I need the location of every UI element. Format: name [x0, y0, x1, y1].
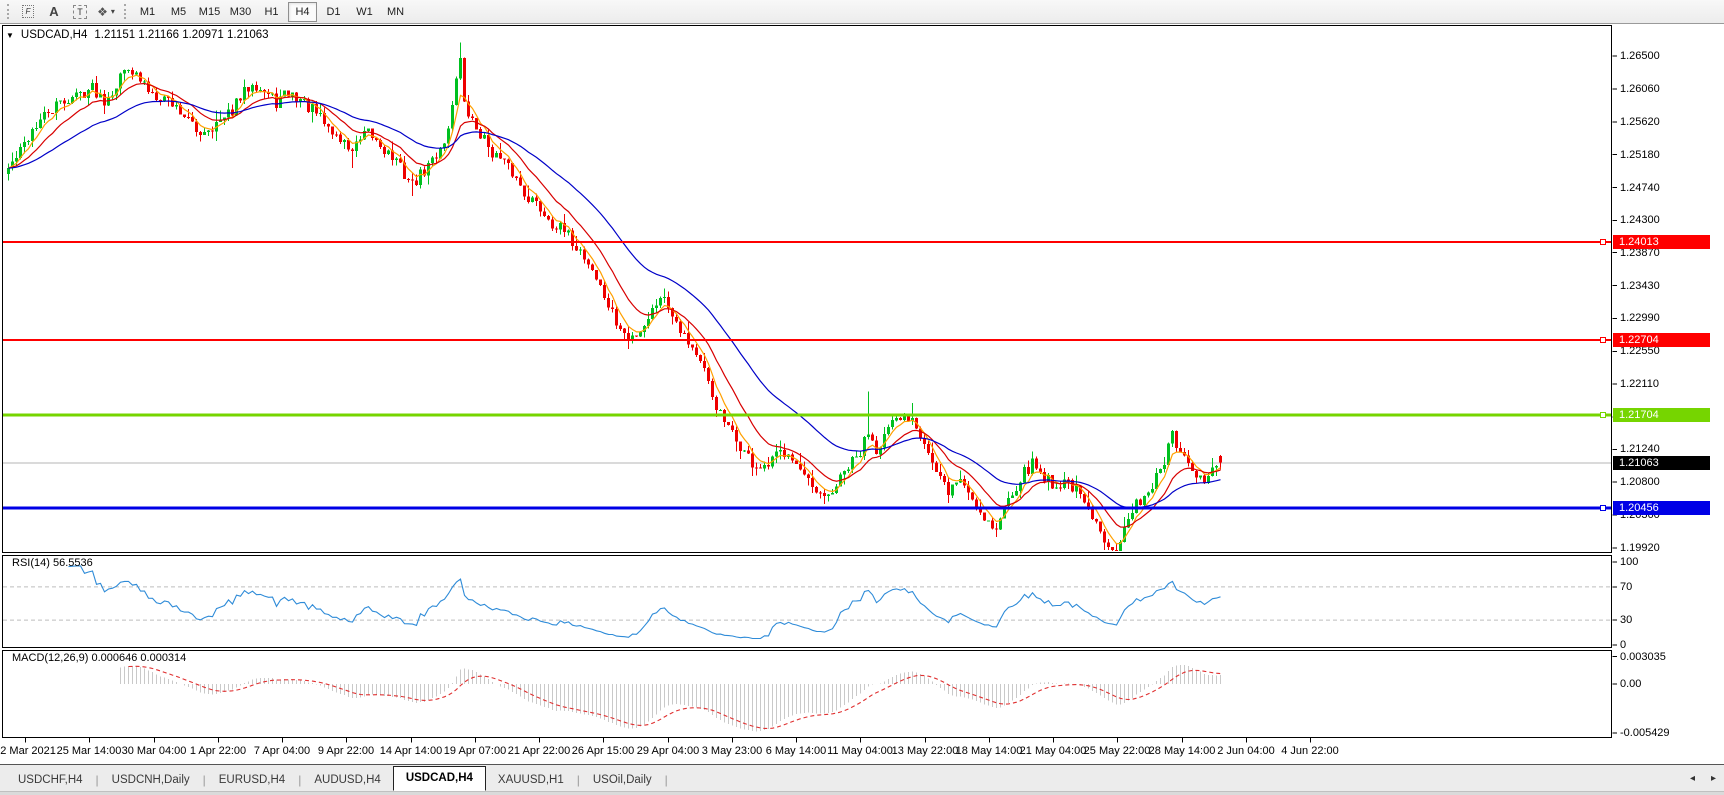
- timeframe-button-d1[interactable]: D1: [326, 5, 341, 18]
- macd-tick-label: 0.003035: [1620, 651, 1666, 663]
- price-tag: 1.22704: [1613, 333, 1710, 347]
- price-tick-label: 1.26500: [1620, 50, 1660, 62]
- text-icon: T: [73, 4, 87, 19]
- toolbar: F A T ❖ ▾ M1 M5 M15 M30 H1 H4 D1 W1 MN: [0, 0, 1724, 24]
- time-axis-label: 30 Mar 04:00: [121, 745, 187, 757]
- time-axis-label: 14 Apr 14:00: [379, 745, 443, 757]
- time-axis[interactable]: 22 Mar 2021 25 Mar 14:00 30 Mar 04:00 1 Apr…: [0, 739, 1612, 763]
- tab-usdcnh-daily[interactable]: USDCNH,Daily: [111, 774, 190, 786]
- fibonacci-icon: F: [21, 5, 35, 18]
- time-axis-label: 1 Apr 22:00: [189, 745, 247, 757]
- price-tick-label: 1.24740: [1620, 182, 1660, 194]
- price-tick-label: 1.23870: [1620, 247, 1660, 259]
- tab-separator: |: [298, 773, 302, 787]
- price-tag: 1.24013: [1613, 235, 1710, 249]
- time-axis-label: 11 May 04:00: [827, 745, 893, 757]
- timeframe-button-m5[interactable]: M5: [170, 5, 187, 18]
- tab-usdchf-h4[interactable]: USDCHF,H4: [18, 774, 83, 786]
- rsi-tick-label: 30: [1620, 614, 1633, 626]
- tab-audusd-h4[interactable]: AUDUSD,H4: [314, 774, 381, 786]
- time-axis-label: 19 Apr 07:00: [443, 745, 507, 757]
- tab-scroll-arrows: ◂ ▸: [1690, 773, 1716, 784]
- tab-separator: |: [576, 773, 580, 787]
- fibonacci-tool-button[interactable]: F: [16, 2, 40, 22]
- time-axis-label: 29 Apr 04:00: [636, 745, 700, 757]
- time-axis-label: 9 Apr 22:00: [317, 745, 375, 757]
- price-tick-label: 1.25620: [1620, 116, 1660, 128]
- time-axis-label: 2 Jun 04:00: [1217, 745, 1275, 757]
- tab-separator: |: [95, 773, 99, 787]
- timeframe-button-mn[interactable]: MN: [386, 5, 405, 18]
- toolbar-grip[interactable]: [7, 4, 10, 19]
- price-tick-label: 1.25180: [1620, 149, 1660, 161]
- tab-scroll-right-icon[interactable]: ▸: [1710, 773, 1716, 784]
- time-axis-label: 25 May 22:00: [1083, 745, 1151, 757]
- status-strip: [0, 791, 1724, 795]
- timeframe-button-h4[interactable]: H4: [288, 1, 317, 22]
- rsi-tick-label: 0: [1620, 639, 1627, 651]
- time-axis-label: 21 May 04:00: [1019, 745, 1087, 757]
- chevron-down-icon[interactable]: ▾: [110, 7, 115, 16]
- timeframe-button-h1[interactable]: H1: [264, 5, 279, 18]
- chart-tabs: USDCHF,H4 | USDCNH,Daily | EURUSD,H4 | AUDUSD,…: [6, 766, 669, 791]
- text-label-tool-button[interactable]: A: [42, 2, 66, 22]
- timeframe-button-m30[interactable]: M30: [229, 5, 252, 18]
- tab-usdcad-h4[interactable]: USDCAD,H4: [392, 766, 486, 791]
- price-tag: 1.20456: [1613, 501, 1710, 515]
- price-tag: 1.21063: [1613, 456, 1710, 470]
- time-axis-label: 4 Jun 22:00: [1281, 745, 1339, 757]
- macd-tick-label: 0.00: [1620, 678, 1642, 690]
- price-tag: 1.21704: [1613, 408, 1710, 422]
- tab-separator: |: [202, 773, 206, 787]
- tab-separator: |: [664, 773, 668, 787]
- time-axis-label: 25 Mar 14:00: [56, 745, 122, 757]
- timeframe-button-m15[interactable]: M15: [198, 5, 221, 18]
- arrows-icon: ❖: [97, 4, 108, 19]
- time-axis-label: 28 May 14:00: [1148, 745, 1216, 757]
- arrows-tool-button[interactable]: ❖ ▾: [94, 2, 118, 22]
- timeframe-button-m1[interactable]: M1: [139, 5, 156, 18]
- time-axis-label: 6 May 14:00: [765, 745, 827, 757]
- rsi-tick-label: 100: [1620, 556, 1639, 568]
- price-tick-label: 1.24300: [1620, 214, 1660, 226]
- price-tick-label: 1.22110: [1620, 378, 1659, 390]
- time-axis-label: 18 May 14:00: [955, 745, 1023, 757]
- time-axis-label: 13 May 22:00: [891, 745, 959, 757]
- price-tick-label: 1.22550: [1620, 345, 1660, 357]
- time-axis-label: 22 Mar 2021: [0, 745, 56, 757]
- time-axis-label: 3 May 23:00: [701, 745, 763, 757]
- tab-xauusd-h1[interactable]: XAUUSD,H1: [497, 774, 564, 786]
- price-tick-label: 1.23430: [1620, 280, 1660, 292]
- chart-tab-bar: USDCHF,H4 | USDCNH,Daily | EURUSD,H4 | AUDUSD,…: [0, 764, 1724, 791]
- tab-usoil-daily[interactable]: USOil,Daily: [592, 774, 652, 786]
- line-studies-group: F A T ❖ ▾: [15, 2, 119, 22]
- time-axis-label: 21 Apr 22:00: [507, 745, 571, 757]
- text-tool-button[interactable]: T: [68, 2, 92, 22]
- text-label-icon: A: [49, 4, 59, 19]
- macd-tick-label: -0.005429: [1620, 727, 1670, 739]
- time-axis-label: 26 Apr 15:00: [571, 745, 635, 757]
- price-tick-label: 1.21240: [1620, 443, 1660, 455]
- price-tick-label: 1.22990: [1620, 312, 1660, 324]
- tab-scroll-left-icon[interactable]: ◂: [1689, 773, 1695, 784]
- price-tick-label: 1.26060: [1620, 83, 1660, 95]
- rsi-tick-label: 70: [1620, 581, 1633, 593]
- price-tick-label: 1.19920: [1620, 542, 1660, 554]
- price-tick-label: 1.20800: [1620, 476, 1660, 488]
- time-axis-label: 7 Apr 04:00: [253, 745, 311, 757]
- timeframe-group: M1 M5 M15 M30 H1 H4 D1 W1 MN: [132, 1, 411, 22]
- timeframe-button-w1[interactable]: W1: [356, 5, 373, 18]
- tab-eurusd-h4[interactable]: EURUSD,H4: [218, 774, 286, 786]
- toolbar-grip[interactable]: [124, 4, 127, 19]
- price-axis[interactable]: 1.26500 1.26060 1.25620 1.25180 1.24740 1.243…: [1613, 25, 1724, 739]
